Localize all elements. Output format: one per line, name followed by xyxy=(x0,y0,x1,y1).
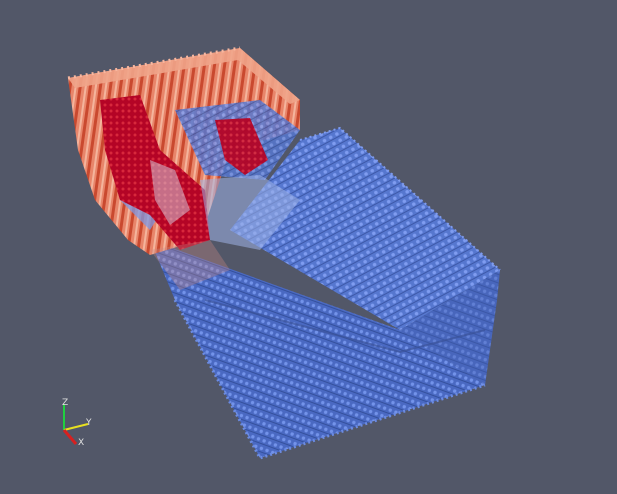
y-axis-line xyxy=(63,423,89,431)
z-axis-label: Z xyxy=(62,398,68,408)
y-axis-label: Y xyxy=(85,418,92,428)
x-axis-label: X xyxy=(78,438,84,448)
glyph-region-top-face xyxy=(230,128,500,330)
x-axis-line xyxy=(62,429,78,445)
orientation-axes-widget: Z Y X xyxy=(62,398,92,448)
glyph-region-front-face xyxy=(150,240,485,458)
